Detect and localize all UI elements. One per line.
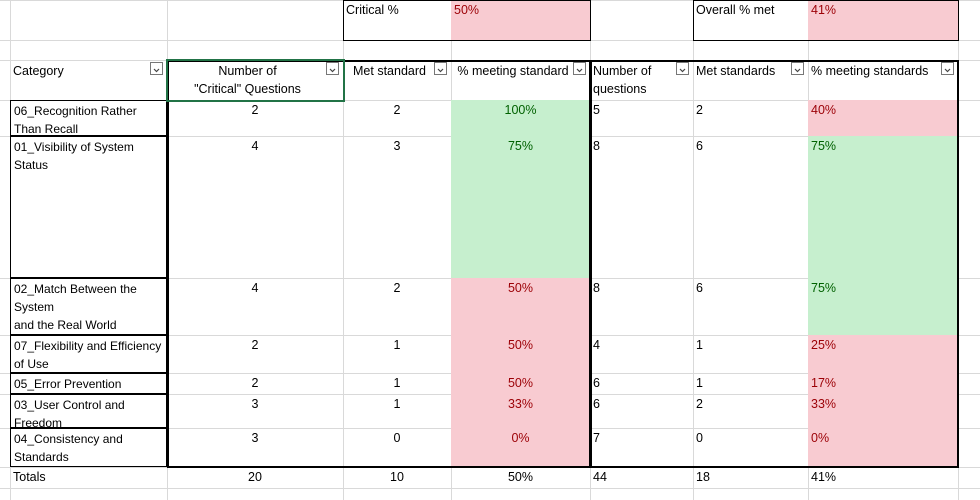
totals-value: 44 [593, 470, 607, 484]
value-cell: 2 [251, 103, 259, 117]
value-cell: 75% [451, 136, 590, 278]
value-cell: 7 [593, 431, 600, 445]
filter-button[interactable] [150, 62, 163, 75]
chevron [153, 68, 160, 73]
value-cell: 0% [451, 428, 590, 467]
summary-label: Overall % met [696, 3, 775, 17]
value-cell: 4 [251, 139, 259, 153]
value-cell: 75% [808, 278, 958, 335]
category-cell: 07_Flexibility and Efficiency of Use [10, 335, 167, 373]
column-header: Category [13, 64, 64, 78]
filter-button[interactable] [941, 62, 954, 75]
summary-value: 50% [451, 0, 590, 40]
totals-value: 10 [390, 470, 404, 484]
category-cell: 01_Visibility of System Status [10, 136, 167, 278]
value-cell: 0 [393, 431, 401, 445]
summary-value: 41% [808, 0, 958, 40]
value-cell: 1 [696, 376, 703, 390]
value-cell: 2 [393, 281, 401, 295]
value-cell: 2 [696, 103, 703, 117]
column-header: Number of questions [593, 64, 652, 96]
value-cell: 4 [593, 338, 600, 352]
value-cell: 6 [696, 281, 703, 295]
totals-value: 41% [811, 470, 837, 484]
totals-label: Totals [13, 470, 46, 484]
chevron [944, 68, 951, 73]
value-cell: 2 [251, 376, 259, 390]
column-header: % meeting standards [811, 64, 929, 78]
value-cell: 17% [808, 373, 958, 394]
value-cell: 8 [593, 281, 600, 295]
value-cell: 1 [393, 338, 401, 352]
column-header: Met standard [353, 64, 426, 78]
value-cell: 33% [451, 394, 590, 428]
chevron [794, 68, 801, 73]
value-cell: 6 [593, 376, 600, 390]
value-cell: 40% [808, 100, 958, 136]
value-cell: 1 [393, 376, 401, 390]
summary-label: Critical % [346, 3, 399, 17]
totals-value: 50% [507, 470, 534, 484]
value-cell: 50% [451, 373, 590, 394]
chevron [437, 68, 444, 73]
column-header: Met standards [696, 64, 776, 78]
grid-line [0, 40, 980, 41]
grid-line [958, 0, 959, 500]
category-cell: 04_Consistency and Standards [10, 428, 167, 467]
filter-button[interactable] [791, 62, 804, 75]
value-cell: 8 [593, 139, 600, 153]
chevron [679, 68, 686, 73]
value-cell: 50% [451, 278, 590, 335]
category-cell: 03_User Control and Freedom [10, 394, 167, 428]
value-cell: 2 [393, 103, 401, 117]
value-cell: 4 [251, 281, 259, 295]
grid-line [693, 0, 694, 500]
value-cell: 1 [696, 338, 703, 352]
category-cell: 05_Error Prevention [10, 373, 167, 394]
value-cell: 75% [808, 136, 958, 278]
value-cell: 5 [593, 103, 600, 117]
grid-line [0, 488, 980, 489]
value-cell: 25% [808, 335, 958, 373]
value-cell: 0% [808, 428, 958, 467]
value-cell: 100% [451, 100, 590, 136]
filter-button[interactable] [573, 62, 586, 75]
filter-button[interactable] [676, 62, 689, 75]
category-cell: 02_Match Between the System and the Real… [10, 278, 167, 335]
filter-button[interactable] [326, 62, 339, 75]
chevron [329, 68, 336, 73]
value-cell: 50% [451, 335, 590, 373]
value-cell: 3 [251, 431, 259, 445]
value-cell: 3 [251, 397, 259, 411]
value-cell: 2 [251, 338, 259, 352]
value-cell: 6 [593, 397, 600, 411]
column-header: % meeting standard [457, 64, 569, 78]
chevron [576, 68, 583, 73]
value-cell: 6 [696, 139, 703, 153]
column-header: Number of "Critical" Questions [194, 64, 301, 96]
filter-button[interactable] [434, 62, 447, 75]
value-cell: 3 [393, 139, 401, 153]
grid-line [343, 0, 344, 500]
category-cell: 06_Recognition Rather Than Recall [10, 100, 167, 136]
totals-value: 18 [696, 470, 710, 484]
value-cell: 0 [696, 431, 703, 445]
totals-value: 20 [248, 470, 262, 484]
value-cell: 1 [393, 397, 401, 411]
value-cell: 33% [808, 394, 958, 428]
value-cell: 2 [696, 397, 703, 411]
